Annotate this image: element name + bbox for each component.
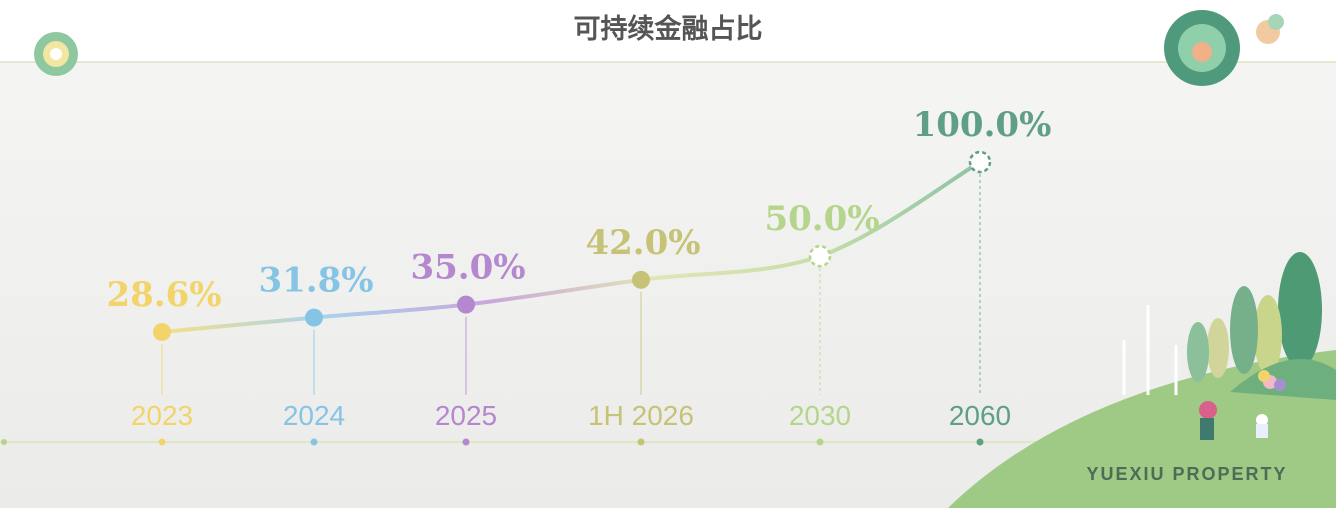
- axis-dot: [158, 438, 166, 446]
- point: [305, 308, 323, 327]
- point: [153, 323, 171, 341]
- axis-dot: [310, 438, 318, 446]
- value-label: 35.0%: [410, 248, 525, 288]
- value-label: 100.0%: [913, 105, 1052, 145]
- flower-right: [1164, 10, 1284, 86]
- point: [632, 270, 650, 289]
- x-tick-label: 2060: [949, 400, 1011, 431]
- point: [968, 150, 992, 174]
- value-label: 50.0%: [764, 199, 879, 239]
- axis-dot: [637, 438, 645, 446]
- value-label: 31.8%: [258, 261, 373, 301]
- x-tick-label: 2024: [283, 400, 345, 431]
- point: [457, 295, 475, 314]
- chart-title: 可持续金融占比: [574, 13, 763, 45]
- flower-left: [34, 32, 78, 76]
- x-tick-label: 1H 2026: [588, 400, 694, 431]
- trend-line: [160, 160, 982, 334]
- x-tick-label: 2025: [435, 400, 497, 431]
- landscape: [948, 252, 1336, 508]
- x-tick-label: 2023: [131, 400, 193, 431]
- baseline-dot: [1, 439, 7, 445]
- axis-dot: [816, 438, 824, 446]
- header-bar: [0, 0, 1336, 62]
- point: [808, 244, 832, 268]
- axis-dot: [462, 438, 470, 446]
- value-label: 42.0%: [585, 223, 700, 263]
- axis-dot: [976, 438, 984, 446]
- x-tick-label: 2030: [789, 400, 851, 431]
- brand: YUEXIU PROPERTY: [1086, 464, 1287, 484]
- value-label: 28.6%: [106, 275, 221, 315]
